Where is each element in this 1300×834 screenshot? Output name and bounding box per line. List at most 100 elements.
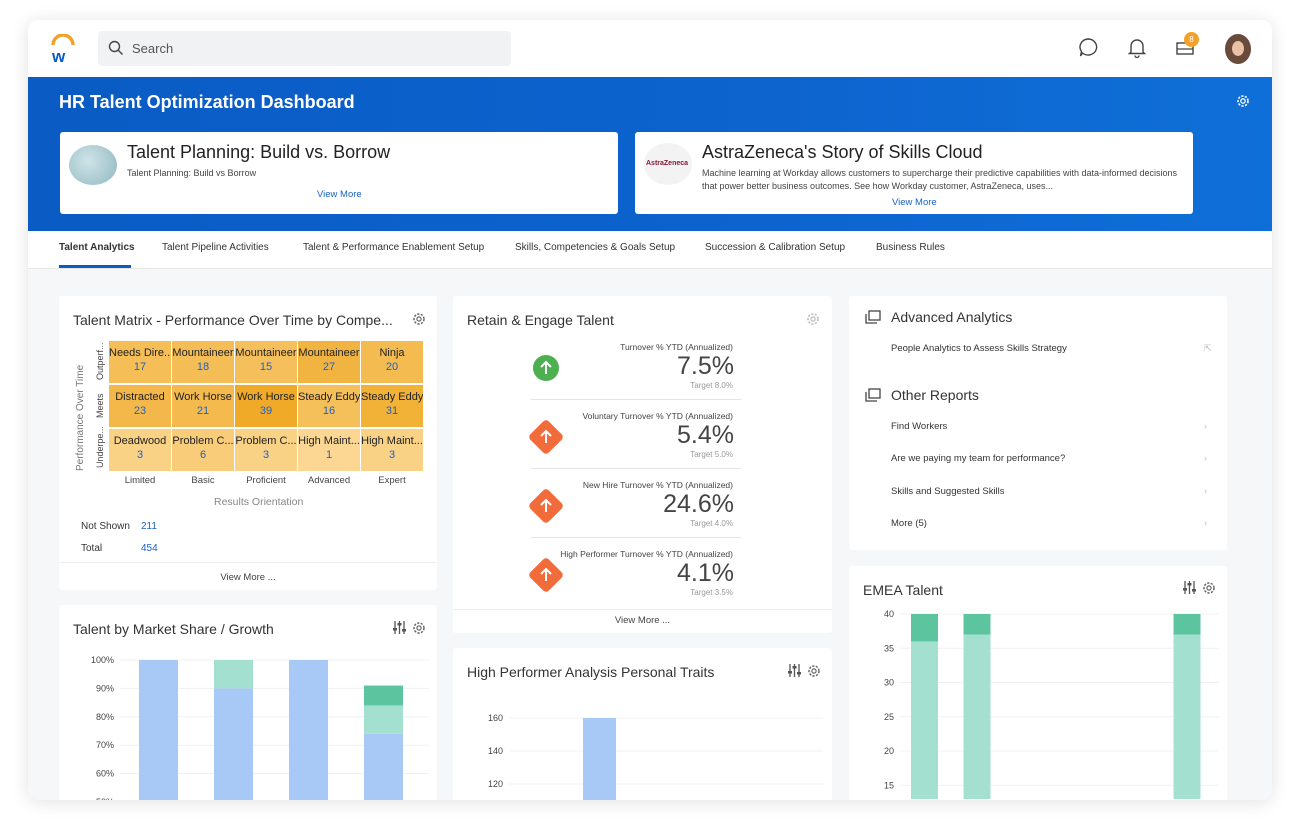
gear-icon[interactable] (1235, 93, 1251, 109)
chart-bar-segment[interactable] (139, 660, 178, 800)
matrix-column-label: Limited (124, 475, 156, 486)
chart-bar-segment[interactable] (364, 685, 403, 706)
matrix-cell[interactable]: Steady Eddy 16 (298, 385, 360, 427)
chart-bar-segment[interactable] (364, 733, 403, 800)
search-input[interactable]: Search (132, 41, 174, 56)
card-subtitle: Machine learning at Workday allows custo… (702, 168, 1178, 191)
metric-value[interactable]: 24.6% (663, 490, 734, 518)
matrix-cell-count[interactable]: 20 (385, 361, 399, 373)
gear-icon[interactable] (1201, 580, 1217, 596)
metric-target: Target 4.0% (690, 519, 733, 528)
search-bar[interactable]: Search (98, 31, 511, 66)
view-more-link[interactable]: View More ... (614, 615, 671, 626)
filter-icon[interactable] (1182, 580, 1197, 595)
matrix-cell-count[interactable]: 16 (322, 405, 336, 417)
total-label: Total (81, 543, 103, 554)
matrix-cell[interactable]: High Maint... 3 (361, 429, 423, 471)
chart-bar-segment[interactable] (1173, 634, 1201, 799)
view-more-link[interactable]: View More (317, 189, 362, 200)
workday-logo[interactable]: w (50, 34, 76, 64)
tab-succession-calibration-setup[interactable]: Succession & Calibration Setup (705, 242, 846, 253)
gear-icon[interactable] (805, 311, 821, 327)
matrix-cell-label: Mountaineer (172, 347, 234, 359)
matrix-cell-count[interactable]: 21 (196, 405, 210, 417)
metric-label: Turnover % YTD (Annualized) (620, 342, 733, 352)
tab-bar: Talent Analytics Talent Pipeline Activit… (28, 231, 1272, 269)
metric-value[interactable]: 7.5% (677, 352, 734, 380)
chart-bar-segment[interactable] (911, 614, 938, 642)
matrix-cell-count[interactable]: 3 (136, 449, 144, 461)
y-tick-label: 120 (488, 779, 503, 789)
matrix-cell-count[interactable]: 27 (322, 361, 336, 373)
matrix-cell[interactable]: Work Horse 21 (172, 385, 234, 427)
matrix-cell[interactable]: Problem C... 6 (172, 429, 234, 471)
matrix-cell-count[interactable]: 39 (259, 405, 273, 417)
matrix-cell[interactable]: Mountaineer 27 (298, 341, 360, 383)
matrix-cell-count[interactable]: 17 (133, 361, 147, 373)
bell-icon[interactable] (1128, 37, 1146, 58)
chart-bar-segment[interactable] (364, 705, 403, 734)
page-title: HR Talent Optimization Dashboard (59, 92, 355, 112)
chart-bar-segment[interactable] (1173, 614, 1201, 635)
matrix-cell-count[interactable]: 6 (199, 449, 207, 461)
report-link[interactable]: Are we paying my team for performance? (891, 453, 1066, 464)
matrix-row-label: Meets (95, 393, 105, 418)
matrix-cell-count[interactable]: 18 (196, 361, 210, 373)
matrix-cell-count[interactable]: 23 (133, 405, 147, 417)
metric-value[interactable]: 5.4% (677, 421, 734, 449)
matrix-cell[interactable]: Steady Eddy 31 (361, 385, 423, 427)
report-link[interactable]: People Analytics to Assess Skills Strate… (891, 343, 1067, 354)
matrix-cell-count[interactable]: 15 (259, 361, 273, 373)
matrix-cell-count[interactable]: 3 (388, 449, 396, 461)
widget-title: EMEA Talent (863, 582, 943, 598)
featured-card-talent-planning[interactable]: Talent Planning: Build vs. Borrow Talent… (60, 132, 618, 214)
chart-bar-segment[interactable] (214, 660, 253, 689)
more-reports-link[interactable]: More (5) (891, 518, 927, 529)
external-link-icon[interactable]: ⇱ (1204, 343, 1212, 353)
matrix-cell[interactable]: Problem C... 3 (235, 429, 297, 471)
gear-icon[interactable] (411, 620, 427, 636)
matrix-cell-count[interactable]: 1 (325, 449, 333, 461)
report-icon (865, 388, 881, 402)
y-tick-label: 70% (96, 740, 114, 750)
tab-talent-analytics[interactable]: Talent Analytics (59, 242, 135, 253)
featured-card-astrazeneca[interactable]: AstraZeneca AstraZeneca's Story of Skill… (635, 132, 1193, 214)
view-more-link[interactable]: View More ... (220, 572, 276, 583)
metric-value[interactable]: 4.1% (677, 559, 734, 587)
matrix-cell[interactable]: High Maint... 1 (298, 429, 360, 471)
tab-skills-competencies-goals-setup[interactable]: Skills, Competencies & Goals Setup (515, 242, 676, 253)
chart-bar-segment[interactable] (289, 660, 328, 800)
tab-talent-performance-enablement-setup[interactable]: Talent & Performance Enablement Setup (303, 242, 485, 253)
filter-icon[interactable] (392, 620, 407, 635)
matrix-x-axis-label: Results Orientation (214, 496, 304, 508)
gear-icon[interactable] (806, 663, 822, 679)
matrix-cell[interactable]: Work Horse 39 (235, 385, 297, 427)
chart-bar-segment[interactable] (963, 614, 991, 635)
avatar[interactable] (1225, 34, 1251, 64)
y-tick-label: 80% (96, 712, 114, 722)
chart-bar-segment[interactable] (583, 718, 616, 800)
tab-talent-pipeline-activities[interactable]: Talent Pipeline Activities (162, 242, 269, 253)
gear-icon[interactable] (411, 311, 427, 327)
matrix-cell[interactable]: Mountaineer 15 (235, 341, 297, 383)
report-link[interactable]: Find Workers (891, 421, 948, 432)
matrix-cell[interactable]: Ninja 20 (361, 341, 423, 383)
chart-bar-segment[interactable] (911, 641, 938, 799)
advanced-analytics-heading: Advanced Analytics (891, 309, 1013, 325)
matrix-cell[interactable]: Deadwood 3 (109, 429, 171, 471)
matrix-cell[interactable]: Mountaineer 18 (172, 341, 234, 383)
chart-bar-segment[interactable] (963, 634, 991, 799)
not-shown-value[interactable]: 211 (141, 521, 157, 532)
matrix-cell-count[interactable]: 31 (385, 405, 399, 417)
matrix-cell[interactable]: Needs Dire... 17 (109, 341, 171, 383)
filter-icon[interactable] (787, 663, 802, 678)
search-icon (108, 40, 123, 55)
matrix-cell[interactable]: Distracted 23 (109, 385, 171, 427)
chat-icon[interactable] (1078, 37, 1099, 58)
view-more-link[interactable]: View More (892, 197, 937, 208)
tab-business-rules[interactable]: Business Rules (876, 242, 945, 253)
report-link[interactable]: Skills and Suggested Skills (891, 486, 1005, 497)
total-value[interactable]: 454 (141, 543, 158, 554)
chart-bar-segment[interactable] (214, 688, 253, 800)
matrix-cell-count[interactable]: 3 (262, 449, 270, 461)
